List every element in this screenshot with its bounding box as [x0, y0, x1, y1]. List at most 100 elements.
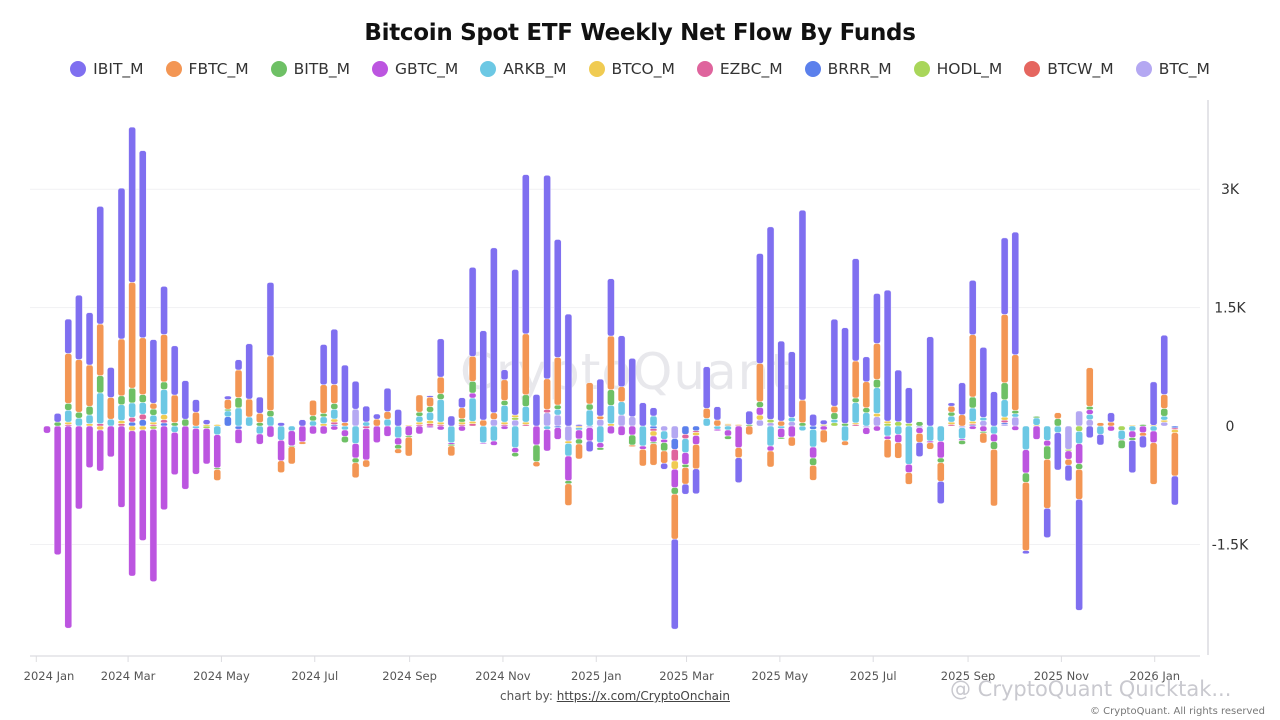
bar-segment-gbtc_m — [628, 425, 636, 436]
bar-segment-arkb_m — [309, 420, 317, 427]
bar-segment-fbtc_m — [926, 442, 934, 450]
legend-item-hodl_m[interactable]: HODL_M — [913, 60, 1002, 78]
legend-item-arkb_m[interactable]: ARKB_M — [480, 60, 567, 78]
bar-segment-fbtc_m — [554, 357, 562, 406]
bar-segment-gbtc_m — [298, 425, 307, 443]
bar-segment-gbtc_m — [351, 443, 360, 459]
legend-item-ibit_m[interactable]: IBIT_M — [70, 60, 144, 78]
bar-segment-gbtc_m — [479, 442, 487, 444]
bar-segment-btco_m — [458, 421, 466, 425]
legend-item-ezbc_m[interactable]: EZBC_M — [696, 60, 783, 78]
bar-segment-gbtc_m — [979, 425, 988, 432]
bar-segment-ezbc_m — [1171, 427, 1179, 430]
bar-segment-arkb_m — [1117, 430, 1126, 440]
bar-week — [1054, 412, 1062, 471]
legend-item-fbtc_m[interactable]: FBTC_M — [165, 60, 249, 78]
bar-segment-arkb_m — [617, 401, 626, 416]
bar-segment-fbtc_m — [213, 469, 221, 481]
bar-segment-fbtc_m — [820, 429, 828, 443]
bar-segment-fbtc_m — [915, 433, 924, 443]
bar-segment-fbtc_m — [543, 378, 551, 410]
bar-week — [883, 289, 892, 458]
bar-segment-fbtc_m — [319, 384, 328, 414]
bar-week — [894, 369, 902, 459]
bar-segment-ibit_m — [969, 280, 977, 335]
bar-week — [415, 394, 424, 435]
bar-segment-fbtc_m — [1000, 314, 1009, 383]
bar-segment-fbtc_m — [883, 439, 892, 458]
bar-segment-ibit_m — [1022, 550, 1030, 554]
bar-segment-ibit_m — [298, 419, 307, 427]
bar-segment-ezbc_m — [436, 424, 445, 427]
bar-week — [681, 425, 690, 495]
bar-segment-fbtc_m — [734, 447, 743, 458]
bar-segment-fbtc_m — [841, 440, 849, 446]
bar-segment-btc_m — [1160, 421, 1168, 427]
bar-week — [734, 424, 743, 483]
bar-week — [926, 336, 934, 450]
legend-item-gbtc_m[interactable]: GBTC_M — [372, 60, 458, 78]
bar-segment-arkb_m — [75, 417, 83, 427]
bar-segment-brrr_m — [809, 425, 817, 430]
bar-segment-arkb_m — [1096, 425, 1105, 435]
bar-segment-bitb_m — [1032, 416, 1041, 419]
bar-segment-bitb_m — [511, 452, 519, 457]
credit-link[interactable]: https://x.com/CryptoOnchain — [556, 689, 730, 703]
bar-segment-gbtc_m — [256, 433, 264, 445]
bar-segment-ibit_m — [1139, 435, 1147, 448]
bar-segment-gbtc_m — [554, 427, 562, 440]
bar-segment-fbtc_m — [851, 360, 860, 399]
bar-segment-bitb_m — [160, 381, 168, 390]
bar-week — [607, 278, 615, 434]
bar-segment-ibit_m — [649, 407, 658, 417]
bar-segment-fbtc_m — [809, 465, 817, 481]
legend-item-bitb_m[interactable]: BITB_M — [270, 60, 350, 78]
bar-week — [905, 387, 913, 485]
bar-segment-fbtc_m — [660, 450, 668, 464]
bar-segment-btco_m — [734, 424, 743, 426]
bar-segment-ibit_m — [883, 289, 892, 422]
legend-item-btcw_m[interactable]: BTCW_M — [1024, 60, 1114, 78]
bar-segment-arkb_m — [319, 416, 328, 424]
bar-segment-ibit_m — [1171, 475, 1179, 506]
bar-segment-fbtc_m — [1043, 459, 1051, 509]
bar-segment-bitb_m — [575, 438, 583, 445]
x-tick-label: 2024 Sep — [382, 669, 437, 683]
bar-segment-bitb_m — [213, 467, 221, 470]
bar-week — [777, 340, 785, 440]
bar-segment-fbtc_m — [330, 384, 338, 404]
bar-week — [394, 409, 402, 454]
bar-week — [862, 356, 871, 435]
legend-swatch-icon — [372, 61, 389, 77]
bar-segment-arkb_m — [511, 425, 519, 448]
bar-segment-ibit_m — [692, 468, 700, 494]
bar-segment-fbtc_m — [415, 394, 424, 413]
bar-segment-ibit_m — [234, 359, 243, 371]
bar-segment-gbtc_m — [415, 425, 424, 435]
x-tick-label: 2025 Mar — [659, 669, 714, 683]
x-tick-label: 2025 May — [752, 669, 809, 683]
bar-segment-fbtc_m — [436, 376, 445, 394]
bar-segment-gbtc_m — [596, 442, 605, 448]
bar-week — [288, 425, 296, 465]
bar-segment-btc_m — [351, 408, 360, 427]
bar-week — [1011, 231, 1019, 431]
bar-segment-arkb_m — [1054, 425, 1062, 433]
legend-item-brrr_m[interactable]: BRRR_M — [804, 60, 892, 78]
bar-week — [1160, 335, 1168, 427]
bar-segment-btco_m — [522, 421, 530, 425]
bar-segment-hodl_m — [883, 423, 892, 427]
legend-item-btc_m[interactable]: BTC_M — [1135, 60, 1210, 78]
bar-segment-fbtc_m — [96, 323, 104, 376]
bar-segment-btco_m — [851, 422, 860, 425]
legend-item-btco_m[interactable]: BTCO_M — [588, 60, 675, 78]
bar-segment-bitb_m — [426, 406, 434, 413]
bar-segment-arkb_m — [1000, 399, 1009, 418]
bar-segment-ibit_m — [202, 419, 211, 425]
bar-segment-fbtc_m — [628, 444, 636, 447]
bar-segment-gbtc_m — [777, 428, 785, 438]
bar-segment-ibit_m — [117, 187, 126, 340]
bar-segment-arkb_m — [351, 425, 360, 444]
bar-segment-gbtc_m — [585, 427, 594, 442]
